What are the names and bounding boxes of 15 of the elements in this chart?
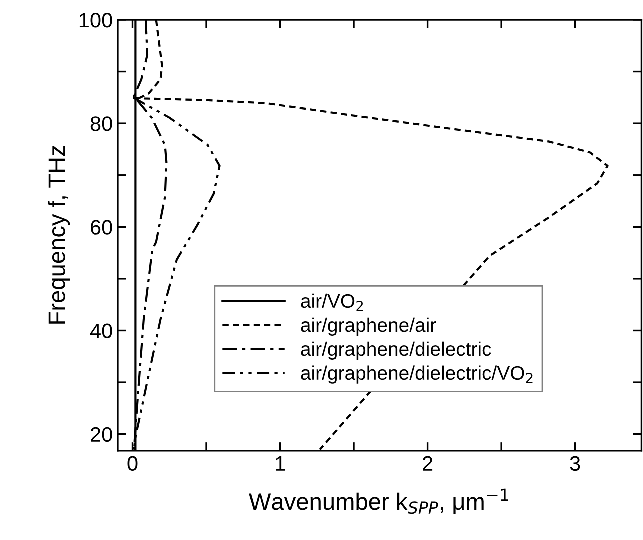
x-tick-label: 0: [128, 456, 138, 472]
y-tick-label: 60: [91, 220, 112, 235]
legend-label: air/graphene/air: [301, 318, 436, 336]
x-tick-label: 3: [570, 456, 580, 472]
legend-label: air/graphene/dielectric: [301, 342, 492, 360]
y-tick-label: 20: [91, 427, 112, 442]
y-tick-label: 40: [90, 324, 112, 338]
y-axis-title: Frequency f, THz: [48, 146, 70, 324]
y-tick-label: 80: [90, 116, 112, 132]
legend-label: air/graphene/dielectric/VO$_{2}$: [301, 366, 533, 384]
x-tick-label: 1: [276, 456, 286, 471]
y-tick-label: 100: [80, 12, 112, 28]
x-tick-label: 2: [423, 456, 433, 471]
x-axis-title: Wavenumber k$_{SPP}$, μm$^{−1}$: [249, 488, 508, 515]
legend-label: air/VO$_{2}$: [301, 294, 364, 312]
